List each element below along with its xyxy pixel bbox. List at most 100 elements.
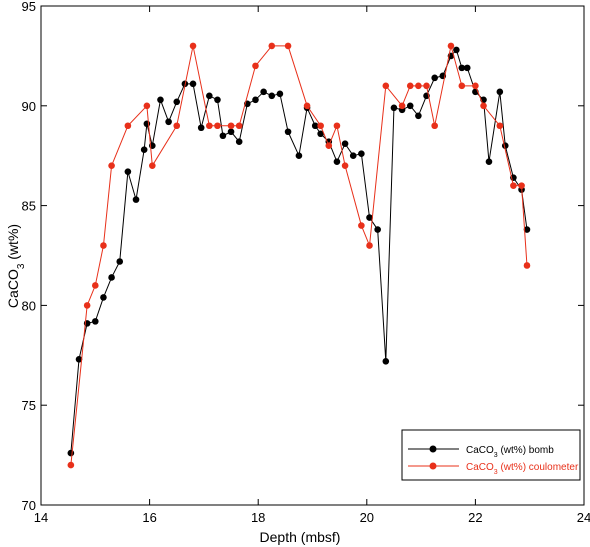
data-point: [341, 162, 349, 169]
legend-marker-coulometer: [429, 462, 437, 470]
data-point: [382, 357, 390, 365]
series-line: [70, 49, 528, 454]
data-point: [67, 461, 75, 469]
data-point: [124, 122, 132, 130]
data-point: [157, 96, 164, 104]
legend-label-coulometer: CaCO3 (wt%) coulometer: [466, 462, 579, 476]
data-point: [227, 128, 235, 136]
data-point: [390, 104, 398, 112]
data-point: [268, 92, 276, 100]
y-tick-label: 80: [22, 298, 36, 313]
data-point: [235, 122, 243, 130]
data-point: [83, 302, 91, 309]
data-point: [458, 82, 466, 90]
data-point: [197, 124, 205, 132]
data-point: [67, 449, 75, 457]
data-point: [116, 258, 124, 265]
data-point: [214, 96, 221, 104]
x-axis-title: Depth (mbsf): [260, 529, 341, 545]
data-point: [173, 122, 181, 130]
data-point: [165, 118, 172, 126]
y-ticks: 70 75 80 85 90 95: [22, 0, 584, 513]
data-point: [206, 92, 213, 100]
data-point: [295, 152, 303, 159]
data-point: [284, 42, 292, 50]
data-point: [75, 355, 83, 363]
data-point: [284, 128, 292, 136]
data-point: [366, 242, 373, 249]
data-point: [92, 318, 99, 325]
data-point: [458, 64, 466, 72]
data-point: [496, 88, 504, 96]
data-point: [108, 162, 115, 169]
data-point: [276, 90, 284, 98]
x-ticks: 14 16 18 20 22 24: [34, 6, 590, 525]
data-point: [317, 122, 324, 130]
x-tick-label: 24: [577, 510, 590, 525]
data-point: [333, 158, 341, 165]
data-point: [206, 122, 213, 130]
data-point: [398, 102, 406, 110]
data-point: [480, 102, 487, 110]
data-point: [447, 42, 455, 50]
y-tick-label: 85: [22, 199, 36, 214]
data-point: [518, 182, 525, 189]
data-point: [252, 62, 259, 70]
data-point: [341, 140, 349, 148]
y-tick-label: 90: [22, 99, 36, 114]
data-point: [227, 122, 235, 130]
data-point: [423, 82, 430, 90]
data-point: [472, 82, 479, 90]
y-axis-title: CaCO3 (wt%): [5, 224, 27, 308]
data-point: [100, 242, 107, 249]
data-point: [100, 294, 107, 301]
data-point: [317, 130, 324, 138]
data-point: [108, 274, 115, 281]
data-point: [140, 146, 148, 154]
data-point: [333, 122, 341, 130]
plot-frame: [40, 5, 585, 506]
data-point: [149, 162, 156, 169]
data-point: [523, 262, 531, 269]
data-point: [268, 42, 276, 50]
y-tick-label: 95: [22, 0, 36, 14]
data-point: [453, 46, 460, 54]
data-point: [374, 226, 381, 233]
legend-box: [401, 429, 581, 481]
x-tick-label: 18: [251, 510, 265, 525]
series-coulometer: [67, 42, 531, 469]
data-point: [325, 142, 333, 150]
legend: CaCO3 (wt%) bomb CaCO3 (wt%) coulometer: [401, 429, 581, 481]
data-point: [349, 152, 357, 159]
series-bomb: [67, 46, 531, 457]
data-point: [214, 122, 221, 130]
data-point: [235, 138, 243, 146]
data-point: [189, 80, 197, 88]
data-point: [431, 74, 438, 82]
data-point: [415, 82, 422, 90]
data-point: [463, 64, 471, 72]
data-point: [510, 182, 517, 189]
data-point: [415, 112, 422, 120]
data-point: [523, 226, 531, 233]
data-point: [92, 282, 99, 289]
x-tick-label: 20: [360, 510, 374, 525]
y-tick-label: 70: [22, 498, 36, 513]
data-point: [358, 150, 365, 158]
legend-label-bomb: CaCO3 (wt%) bomb: [466, 445, 554, 459]
x-tick-label: 16: [142, 510, 156, 525]
data-point: [406, 102, 414, 110]
data-point: [311, 122, 319, 130]
data-point: [303, 102, 311, 110]
data-point: [124, 168, 132, 175]
y-tick-label: 75: [22, 398, 36, 413]
data-point: [173, 98, 181, 106]
data-point: [260, 88, 267, 96]
data-point: [431, 122, 438, 130]
data-point: [219, 132, 227, 140]
data-point: [496, 122, 504, 130]
x-tick-label: 22: [468, 510, 482, 525]
data-point: [252, 96, 259, 104]
data-point: [189, 42, 197, 50]
